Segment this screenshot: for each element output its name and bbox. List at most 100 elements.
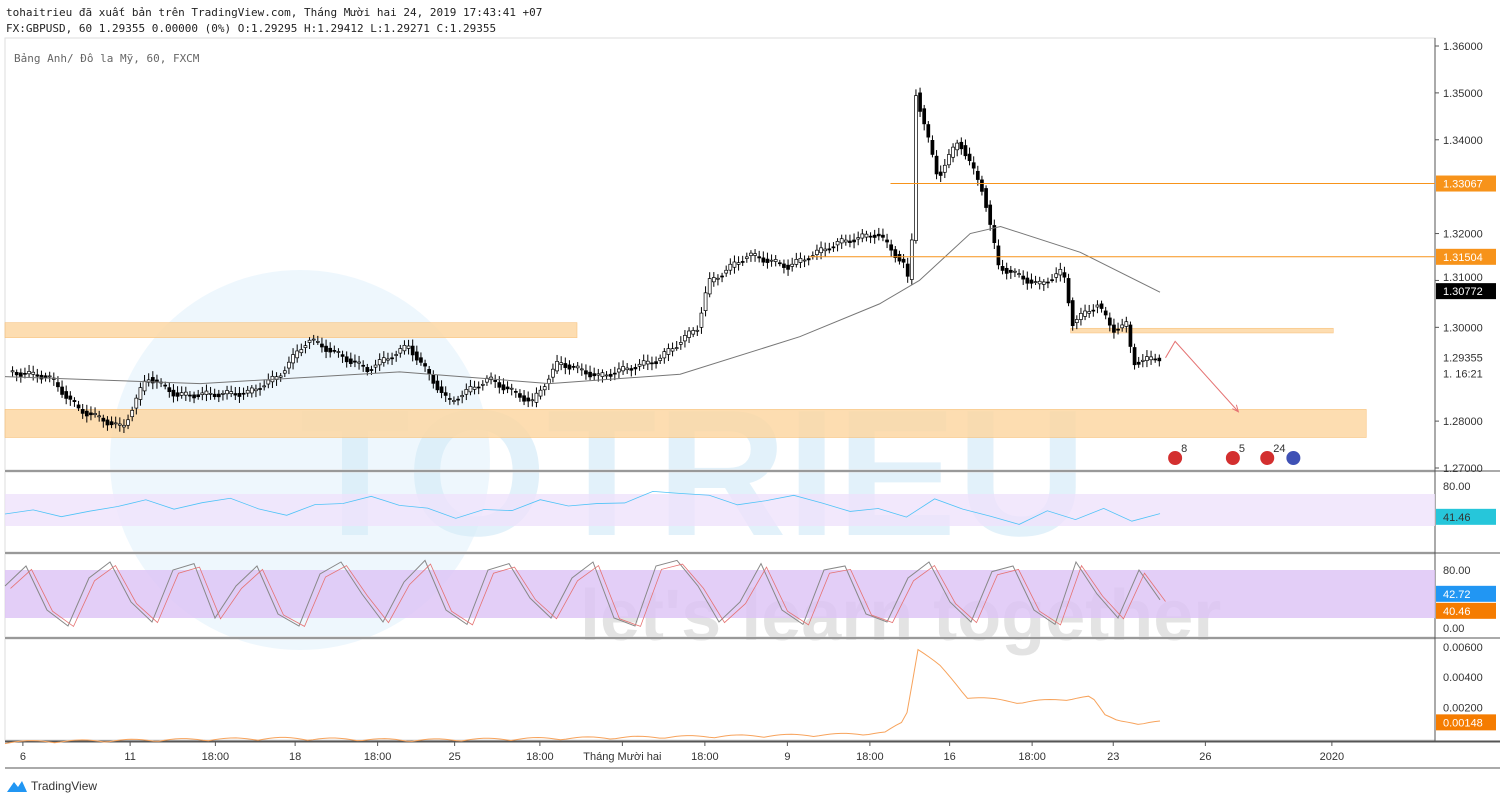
candle-body: [691, 330, 696, 335]
x-tick-label: 18:00: [856, 751, 884, 763]
candle-body: [1136, 361, 1141, 365]
candle-body: [1157, 357, 1162, 362]
candle-body: [1008, 269, 1013, 273]
candle-body: [192, 394, 196, 399]
candle-body: [204, 390, 209, 395]
candle-body: [291, 354, 295, 364]
candle-body: [687, 330, 691, 338]
candle-body: [542, 386, 547, 391]
candle-body: [938, 171, 943, 176]
candle-body: [707, 278, 712, 295]
candle-body: [815, 249, 819, 256]
candle-body: [361, 364, 366, 367]
y-tick-label: 1.30000: [1443, 322, 1483, 334]
candle-body: [848, 240, 852, 243]
stoch-d-label: 40.46: [1443, 606, 1471, 618]
candle-body: [650, 362, 654, 365]
candle-body: [641, 360, 646, 366]
candle-body: [897, 254, 902, 262]
candle-body: [1153, 358, 1158, 361]
candle-body: [113, 422, 118, 425]
candle-body: [596, 373, 601, 376]
candle-body: [1033, 281, 1038, 283]
candle-body: [509, 387, 514, 390]
candle-body: [645, 360, 650, 365]
candle-body: [918, 92, 922, 112]
candle-body: [324, 345, 328, 352]
candle-body: [245, 389, 250, 394]
candle-body: [1112, 324, 1116, 333]
candle-body: [68, 395, 73, 400]
candle-body: [1095, 304, 1100, 308]
candle-body: [934, 155, 939, 175]
candle-body: [893, 249, 898, 258]
candle-body: [633, 367, 638, 370]
candle-body: [773, 259, 778, 262]
candle-body: [31, 371, 36, 375]
stoch-k-tag: [1436, 585, 1496, 602]
candle-body: [975, 170, 980, 180]
candle-body: [171, 389, 176, 397]
candle-body: [1013, 270, 1017, 273]
candle-body: [43, 375, 48, 379]
candle-body: [761, 257, 766, 263]
candle-body: [1066, 278, 1071, 304]
candle-body: [1140, 359, 1145, 362]
candle-body: [501, 384, 506, 391]
candle-body: [864, 233, 869, 238]
atr-tick: 0.00400: [1443, 672, 1483, 684]
candle-body: [806, 258, 811, 261]
rsi-tick: 80.00: [1443, 481, 1471, 493]
candle-body: [909, 239, 914, 280]
candle-body: [72, 400, 77, 402]
moving-average-line: [4, 226, 1161, 385]
candle-body: [868, 235, 873, 238]
candle-body: [992, 225, 997, 243]
candle-body: [662, 351, 667, 359]
candle-body: [386, 358, 390, 361]
candle-body: [357, 361, 361, 364]
stoch-k-line: [4, 559, 1161, 627]
candle-body: [777, 262, 782, 265]
candle-body: [621, 366, 625, 372]
candle-body: [629, 368, 634, 371]
candle-body: [678, 342, 683, 345]
candle-body: [200, 392, 205, 395]
tradingview-logo[interactable]: TradingView: [6, 779, 97, 793]
candle-body: [881, 234, 885, 238]
candle-body: [381, 357, 386, 363]
candle-body: [460, 395, 465, 398]
candle-body: [1107, 317, 1112, 326]
candle-body: [798, 257, 803, 263]
candle-body: [1099, 303, 1104, 309]
price-tag-label: 1.33067: [1443, 179, 1483, 191]
candle-body: [233, 393, 238, 396]
atr-tick: 0.00600: [1443, 642, 1483, 654]
candle-body: [971, 162, 976, 169]
candle-body: [93, 413, 97, 416]
price-chart[interactable]: TOTRIEU let's learn together 1.330671.31…: [0, 0, 1500, 775]
candle-body: [955, 142, 960, 151]
candle-body: [530, 399, 535, 402]
candle-body: [249, 387, 254, 394]
event-count: 24: [1273, 443, 1285, 455]
candle-body: [344, 356, 349, 363]
candle-body: [786, 264, 790, 270]
candle-body: [287, 361, 291, 369]
candle-body: [122, 424, 126, 428]
candle-body: [431, 374, 436, 384]
candle-body: [332, 350, 337, 352]
candle-body: [80, 409, 85, 414]
candle-body: [497, 382, 502, 388]
y-tick-label: 1.31000: [1443, 272, 1483, 284]
candle-body: [716, 277, 720, 280]
candle-body: [914, 95, 918, 241]
tradingview-logo-icon: [7, 781, 27, 792]
candle-body: [1091, 309, 1096, 312]
candle-body: [827, 248, 832, 251]
candle-body: [76, 404, 81, 409]
candle-body: [563, 363, 568, 368]
candle-body: [452, 400, 456, 402]
x-tick-label: 18:00: [202, 751, 230, 763]
y-tick-label: 1.27000: [1443, 463, 1483, 475]
